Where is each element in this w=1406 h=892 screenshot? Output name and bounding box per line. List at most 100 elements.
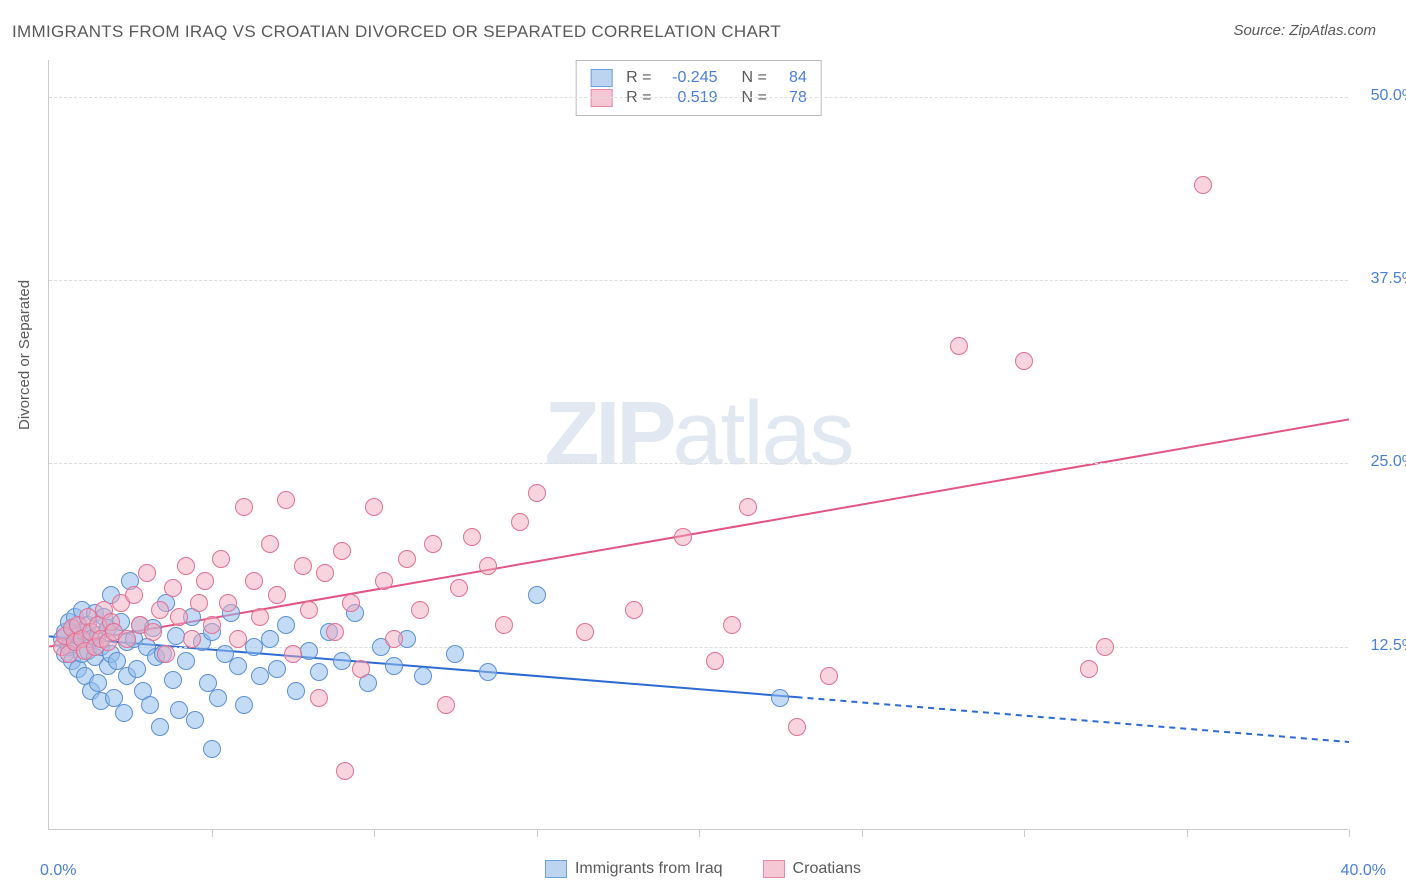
y-tick-label: 12.5%	[1371, 637, 1406, 655]
scatter-point	[479, 557, 497, 575]
scatter-point	[294, 557, 312, 575]
scatter-point	[336, 762, 354, 780]
trend-line	[49, 419, 1349, 646]
scatter-point	[424, 535, 442, 553]
scatter-point	[342, 594, 360, 612]
x-tick	[1187, 829, 1188, 837]
legend-correlation: R =-0.245N =84R =0.519N =78	[575, 60, 822, 116]
scatter-point	[398, 550, 416, 568]
scatter-point	[1015, 352, 1033, 370]
scatter-point	[190, 594, 208, 612]
chart-title: IMMIGRANTS FROM IRAQ VS CROATIAN DIVORCE…	[12, 22, 781, 42]
scatter-point	[950, 337, 968, 355]
legend-correlation-row: R = -0.245 N = 84	[590, 69, 807, 87]
scatter-point	[229, 657, 247, 675]
scatter-point	[186, 711, 204, 729]
scatter-point	[170, 701, 188, 719]
scatter-point	[261, 630, 279, 648]
scatter-point	[625, 601, 643, 619]
scatter-point	[183, 630, 201, 648]
legend-series-label: Immigrants from Iraq	[575, 860, 723, 878]
scatter-point	[479, 663, 497, 681]
legend-swatch	[590, 89, 612, 107]
scatter-point	[788, 718, 806, 736]
scatter-point	[495, 616, 513, 634]
scatter-point	[446, 645, 464, 663]
scatter-point	[706, 652, 724, 670]
n-label: N =	[742, 69, 767, 87]
scatter-point	[287, 682, 305, 700]
r-label: R =	[626, 89, 651, 107]
scatter-point	[1194, 176, 1212, 194]
legend-series: Immigrants from IraqCroatians	[545, 860, 861, 878]
scatter-point	[310, 663, 328, 681]
scatter-point	[141, 696, 159, 714]
scatter-point	[277, 616, 295, 634]
scatter-point	[209, 689, 227, 707]
scatter-point	[450, 579, 468, 597]
source-label: Source: ZipAtlas.com	[1233, 22, 1376, 39]
r-label: R =	[626, 69, 651, 87]
trend-lines-layer	[49, 60, 1349, 830]
scatter-point	[411, 601, 429, 619]
watermark: ZIPatlas	[544, 383, 852, 486]
scatter-point	[268, 660, 286, 678]
chart-container: IMMIGRANTS FROM IRAQ VS CROATIAN DIVORCE…	[0, 0, 1406, 892]
scatter-point	[300, 601, 318, 619]
x-tick	[1349, 829, 1350, 837]
scatter-point	[251, 608, 269, 626]
scatter-point	[310, 689, 328, 707]
scatter-point	[414, 667, 432, 685]
y-tick-label: 37.5%	[1371, 270, 1406, 288]
scatter-point	[229, 630, 247, 648]
scatter-point	[463, 528, 481, 546]
scatter-point	[196, 572, 214, 590]
scatter-point	[151, 718, 169, 736]
gridline	[49, 280, 1348, 281]
scatter-point	[219, 594, 237, 612]
scatter-point	[385, 657, 403, 675]
scatter-point	[771, 689, 789, 707]
scatter-point	[528, 586, 546, 604]
scatter-point	[674, 528, 692, 546]
scatter-point	[251, 667, 269, 685]
scatter-point	[235, 498, 253, 516]
scatter-point	[245, 572, 263, 590]
x-tick	[862, 829, 863, 837]
legend-swatch	[590, 69, 612, 87]
trend-line	[797, 697, 1350, 742]
x-tick	[699, 829, 700, 837]
watermark-left: ZIP	[544, 384, 672, 484]
scatter-point	[528, 484, 546, 502]
scatter-point	[1096, 638, 1114, 656]
n-value: 78	[777, 89, 807, 107]
scatter-point	[167, 627, 185, 645]
n-value: 84	[777, 69, 807, 87]
scatter-point	[739, 498, 757, 516]
scatter-point	[157, 645, 175, 663]
legend-series-item: Immigrants from Iraq	[545, 860, 723, 878]
scatter-point	[511, 513, 529, 531]
y-tick-label: 50.0%	[1371, 87, 1406, 105]
watermark-right: atlas	[672, 384, 852, 484]
scatter-point	[212, 550, 230, 568]
scatter-point	[203, 616, 221, 634]
scatter-point	[576, 623, 594, 641]
scatter-point	[284, 645, 302, 663]
scatter-point	[385, 630, 403, 648]
scatter-point	[326, 623, 344, 641]
scatter-point	[723, 616, 741, 634]
scatter-point	[316, 564, 334, 582]
scatter-point	[151, 601, 169, 619]
legend-swatch	[763, 860, 785, 878]
gridline	[49, 97, 1348, 98]
scatter-point	[333, 652, 351, 670]
gridline	[49, 463, 1348, 464]
scatter-point	[820, 667, 838, 685]
scatter-point	[277, 491, 295, 509]
scatter-point	[89, 674, 107, 692]
scatter-point	[437, 696, 455, 714]
scatter-point	[235, 696, 253, 714]
r-value: -0.245	[662, 69, 718, 87]
plot-area: ZIPatlas R =-0.245N =84R =0.519N =78 12.…	[48, 60, 1348, 830]
